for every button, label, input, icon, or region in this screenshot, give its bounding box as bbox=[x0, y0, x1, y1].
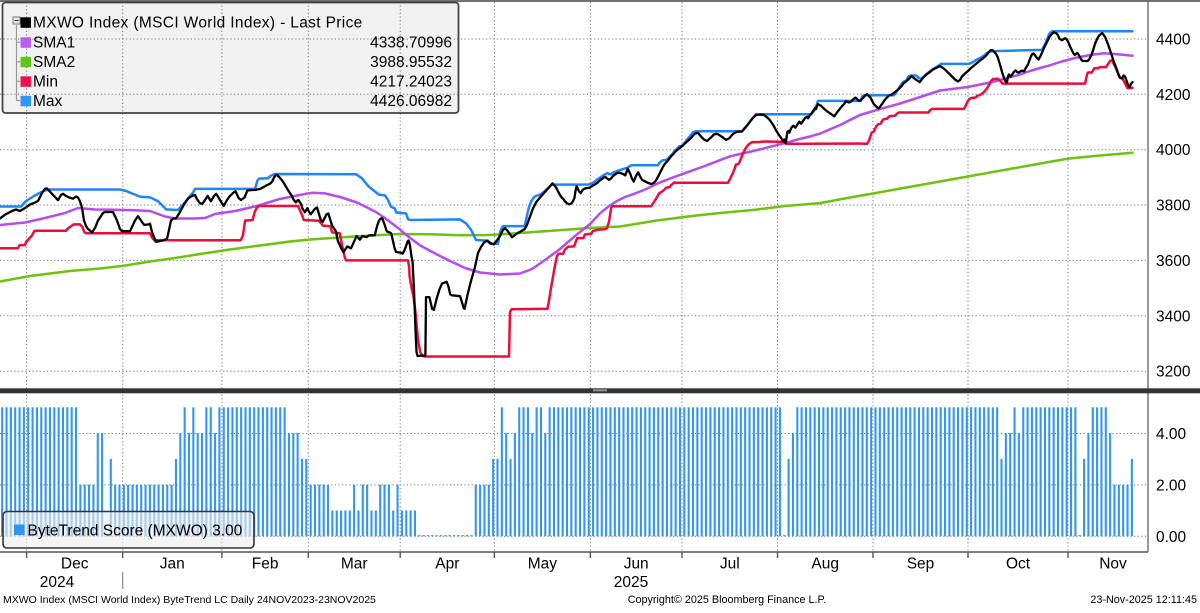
svg-text:2024: 2024 bbox=[40, 574, 75, 591]
svg-text:Min: Min bbox=[33, 74, 58, 91]
svg-text:4338.70996: 4338.70996 bbox=[370, 35, 452, 52]
svg-text:4200: 4200 bbox=[1156, 87, 1191, 104]
svg-text:ByteTrend Score (MXWO) 3.00: ByteTrend Score (MXWO) 3.00 bbox=[28, 523, 243, 540]
svg-text:Sep: Sep bbox=[907, 556, 935, 573]
svg-text:May: May bbox=[528, 556, 558, 573]
svg-text:23-Nov-2025 12:11:45: 23-Nov-2025 12:11:45 bbox=[1090, 594, 1197, 606]
svg-text:0.00: 0.00 bbox=[1156, 529, 1187, 546]
svg-text:Nov: Nov bbox=[1099, 556, 1127, 573]
svg-text:3988.95532: 3988.95532 bbox=[370, 54, 452, 71]
svg-text:MXWO Index (MSCI World Index): MXWO Index (MSCI World Index) - Last Pri… bbox=[33, 15, 363, 32]
svg-text:3800: 3800 bbox=[1156, 198, 1191, 215]
svg-text:Dec: Dec bbox=[61, 556, 89, 573]
svg-text:2.00: 2.00 bbox=[1156, 477, 1187, 494]
svg-text:Oct: Oct bbox=[1006, 556, 1031, 573]
svg-text:Feb: Feb bbox=[252, 556, 279, 573]
svg-text:4217.24023: 4217.24023 bbox=[370, 74, 452, 91]
svg-text:Jun: Jun bbox=[624, 556, 649, 573]
svg-text:Mar: Mar bbox=[341, 556, 368, 573]
svg-text:2025: 2025 bbox=[614, 574, 648, 591]
svg-text:SMA2: SMA2 bbox=[33, 54, 75, 71]
svg-text:Jul: Jul bbox=[720, 556, 740, 573]
svg-text:4426.06982: 4426.06982 bbox=[370, 93, 452, 110]
svg-text:SMA1: SMA1 bbox=[33, 35, 75, 52]
svg-text:Apr: Apr bbox=[435, 556, 459, 573]
svg-text:3600: 3600 bbox=[1156, 253, 1191, 270]
svg-text:4400: 4400 bbox=[1156, 32, 1191, 49]
svg-text:3200: 3200 bbox=[1156, 364, 1191, 381]
svg-text:Aug: Aug bbox=[811, 556, 839, 573]
svg-text:Copyright© 2025 Bloomberg Fina: Copyright© 2025 Bloomberg Finance L.P. bbox=[628, 594, 827, 606]
svg-text:4000: 4000 bbox=[1156, 142, 1191, 159]
svg-text:3400: 3400 bbox=[1156, 308, 1191, 325]
svg-text:Max: Max bbox=[33, 93, 63, 110]
svg-text:4.00: 4.00 bbox=[1156, 426, 1187, 443]
svg-text:Jan: Jan bbox=[160, 556, 185, 573]
svg-text:MXWO Index (MSCI World Index): MXWO Index (MSCI World Index) ByteTrend … bbox=[3, 594, 376, 606]
